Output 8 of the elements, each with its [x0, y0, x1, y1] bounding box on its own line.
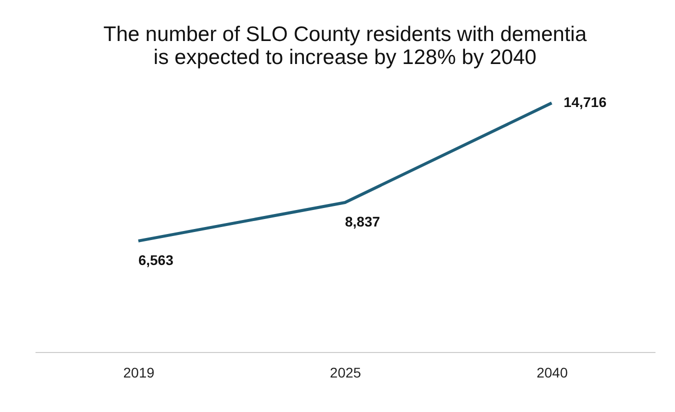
data-label: 8,837: [345, 213, 380, 230]
data-label: 6,563: [138, 252, 174, 268]
text: is expected to increase by 128% by 2040: [154, 46, 536, 69]
x-tick-label: 2019: [123, 364, 155, 380]
x-tick-label: 2040: [536, 364, 568, 380]
text: The number of SLO County residents with dementia: [103, 23, 587, 46]
data-label: 14,716: [564, 94, 607, 110]
x-tick-label: 2025: [330, 364, 362, 380]
